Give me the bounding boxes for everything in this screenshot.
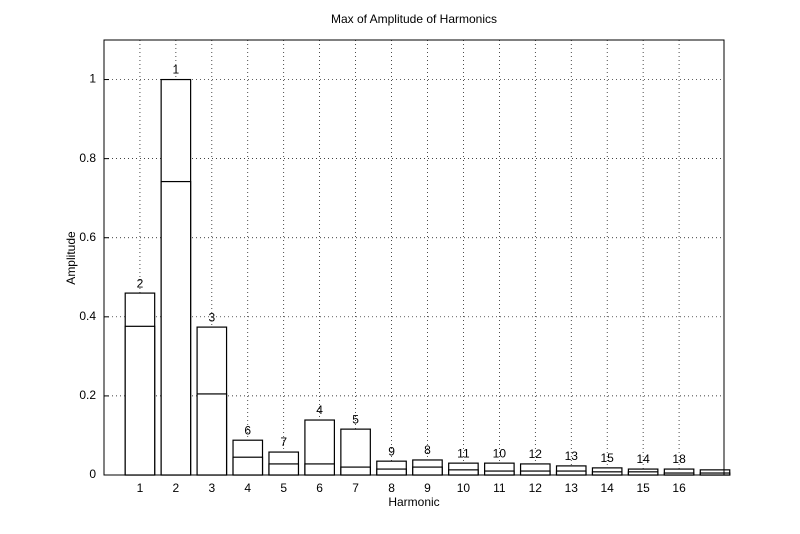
bar-annotation: 3 xyxy=(208,310,215,324)
y-tick-label: 0.8 xyxy=(79,151,96,165)
bar-annotation: 13 xyxy=(565,449,579,463)
x-tick-label: 3 xyxy=(208,481,215,495)
bar-annotation: 14 xyxy=(636,452,650,466)
x-tick-label: 1 xyxy=(137,481,144,495)
bar xyxy=(340,466,371,476)
bar-annotation: 15 xyxy=(601,451,615,465)
x-tick-label: 2 xyxy=(173,481,180,495)
bar xyxy=(519,470,551,476)
bar xyxy=(160,180,192,476)
x-tick-label: 8 xyxy=(388,481,395,495)
y-tick-label: 0.6 xyxy=(79,230,96,244)
x-tick-label: 10 xyxy=(457,481,471,495)
bar xyxy=(124,325,156,476)
bar-annotation: 18 xyxy=(672,452,686,466)
x-tick-label: 5 xyxy=(280,481,287,495)
bar-annotation: 8 xyxy=(424,443,431,457)
bar-annotation: 11 xyxy=(457,446,470,460)
y-tick-label: 0.4 xyxy=(79,309,96,323)
bar xyxy=(484,470,515,476)
x-axis-label: Harmonic xyxy=(388,495,439,509)
x-tick-label: 6 xyxy=(316,481,323,495)
y-axis-label: Amplitude xyxy=(64,231,78,285)
x-tick-label: 9 xyxy=(424,481,431,495)
bar xyxy=(412,466,443,476)
x-tick-label: 4 xyxy=(244,481,251,495)
bar xyxy=(196,393,228,476)
y-tick-label: 0.2 xyxy=(79,388,96,402)
bar-annotation: 9 xyxy=(388,444,395,458)
x-tick-label: 11 xyxy=(493,481,506,495)
bar-annotation: 5 xyxy=(352,412,359,426)
bar-annotation: 2 xyxy=(137,276,144,290)
y-tick-label: 0 xyxy=(89,467,96,481)
bar-annotation: 6 xyxy=(244,423,251,437)
chart-title: Max of Amplitude of Harmonics xyxy=(331,12,497,26)
axes-box xyxy=(103,39,725,476)
bar xyxy=(448,469,479,476)
bar xyxy=(232,456,264,476)
bar-annotation: 1 xyxy=(173,63,180,77)
bar-annotation: 7 xyxy=(280,435,287,449)
bar xyxy=(268,463,300,476)
x-tick-label: 14 xyxy=(601,481,615,495)
bar xyxy=(376,468,407,476)
x-tick-label: 15 xyxy=(636,481,650,495)
bar-annotation: 4 xyxy=(316,403,323,417)
bar-annotation: 10 xyxy=(493,446,507,460)
bar xyxy=(304,463,335,476)
x-tick-label: 7 xyxy=(352,481,359,495)
y-tick-label: 1 xyxy=(89,72,96,86)
bar-annotation: 12 xyxy=(529,447,543,461)
x-tick-label: 16 xyxy=(672,481,686,495)
bar xyxy=(555,470,587,476)
x-tick-label: 13 xyxy=(565,481,579,495)
x-tick-label: 12 xyxy=(529,481,543,495)
